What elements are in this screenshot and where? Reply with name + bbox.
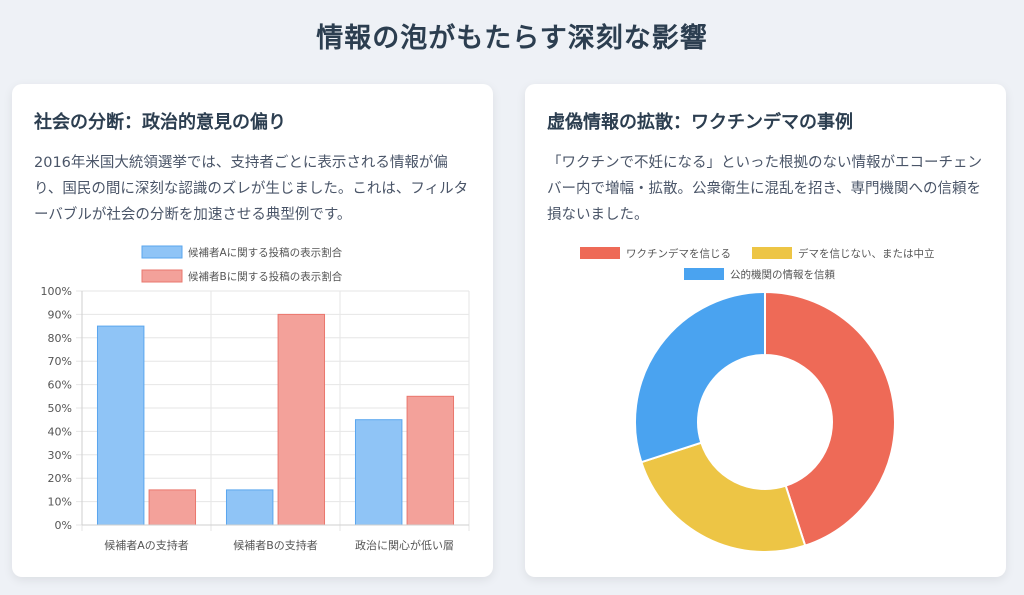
y-tick-label: 20% bbox=[48, 472, 72, 485]
donut-slice bbox=[640, 441, 807, 553]
y-tick-label: 60% bbox=[48, 379, 72, 392]
bar bbox=[148, 489, 197, 526]
y-tick-label: 0% bbox=[55, 519, 72, 532]
y-tick-label: 90% bbox=[48, 308, 72, 321]
card-title: 社会の分断：政治的意見の偏り bbox=[34, 112, 286, 133]
y-tick-label: 50% bbox=[48, 402, 72, 415]
donut-slice bbox=[764, 290, 896, 547]
x-tick-label: 政治に関心が低い層 bbox=[355, 538, 454, 552]
card-title: 虚偽情報の拡散：ワクチンデマの事例 bbox=[547, 112, 853, 133]
bar bbox=[406, 395, 455, 526]
card-political-division: 社会の分断：政治的意見の偏り 2016年米国大統領選挙では、支持者ごとに表示され… bbox=[12, 84, 493, 577]
legend-label: 候補者Aに関する投稿の表示割合 bbox=[188, 246, 343, 259]
card-description: 2016年米国大統領選挙では、支持者ごとに表示される情報が偏り、国民の間に深刻な… bbox=[34, 155, 469, 223]
bar bbox=[277, 313, 326, 526]
y-tick-label: 40% bbox=[48, 425, 72, 438]
card-description: 「ワクチンで不妊になる」といった根拠のない情報がエコーチェンバー内で増幅・拡散。… bbox=[547, 155, 982, 223]
y-tick-label: 30% bbox=[48, 449, 72, 462]
legend-swatch bbox=[684, 268, 724, 280]
y-tick-label: 10% bbox=[48, 496, 72, 509]
legend-swatch bbox=[580, 247, 620, 259]
bar bbox=[96, 325, 145, 526]
x-tick-label: 候補者Aの支持者 bbox=[104, 538, 189, 552]
y-tick-label: 80% bbox=[48, 332, 72, 345]
bar bbox=[354, 419, 403, 526]
donut-slice bbox=[634, 290, 766, 464]
legend-label: ワクチンデマを信じる bbox=[626, 247, 731, 260]
legend-label: 公的機関の情報を信頼 bbox=[730, 268, 835, 281]
legend-swatch bbox=[752, 247, 792, 259]
legend-label: 候補者Bに関する投稿の表示割合 bbox=[188, 270, 343, 283]
legend-swatch bbox=[141, 245, 183, 259]
bar bbox=[225, 489, 274, 526]
y-tick-label: 70% bbox=[48, 355, 72, 368]
legend-label: デマを信じない、または中立 bbox=[798, 247, 935, 260]
legend-swatch bbox=[141, 269, 183, 283]
page-title: 情報の泡がもたらす深刻な影響 bbox=[316, 23, 708, 54]
card-vaccine-misinformation: 虚偽情報の拡散：ワクチンデマの事例 「ワクチンで不妊になる」といった根拠のない情… bbox=[525, 84, 1006, 577]
y-tick-label: 100% bbox=[41, 285, 72, 298]
x-tick-label: 候補者Bの支持者 bbox=[233, 538, 318, 552]
